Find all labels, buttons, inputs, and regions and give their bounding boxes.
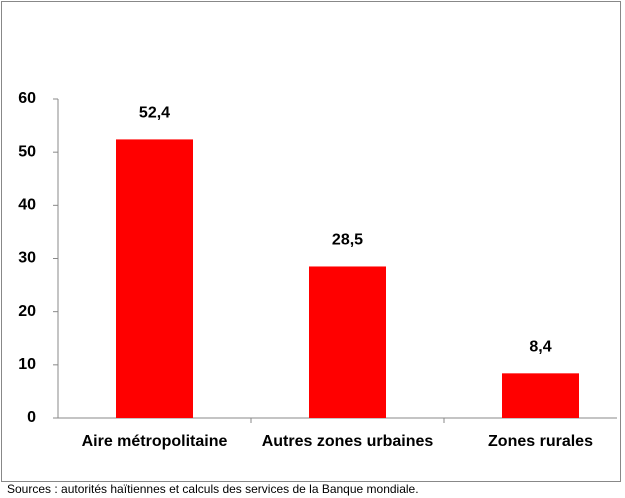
x-tick-label: Autres zones urbaines: [261, 433, 434, 450]
x-tick-label: Zones rurales: [488, 433, 593, 450]
y-tick-label: 50: [18, 143, 36, 160]
y-tick-label: 0: [27, 409, 36, 426]
source-note: Sources : autorités haïtiennes et calcul…: [7, 482, 419, 496]
bar: [116, 139, 193, 418]
bar: [502, 373, 579, 418]
data-label: 28,5: [332, 232, 363, 249]
y-tick-label: 30: [18, 250, 36, 267]
chart-border: [1, 1, 621, 482]
y-tick-label: 20: [18, 303, 36, 320]
data-label: 52,4: [139, 105, 170, 122]
x-tick-label: Aire métropolitaine: [81, 433, 228, 450]
y-tick-label: 60: [18, 90, 36, 107]
y-tick-label: 10: [18, 356, 36, 373]
data-label: 8,4: [529, 339, 551, 356]
y-tick-label: 40: [18, 197, 36, 214]
bar: [309, 266, 386, 418]
